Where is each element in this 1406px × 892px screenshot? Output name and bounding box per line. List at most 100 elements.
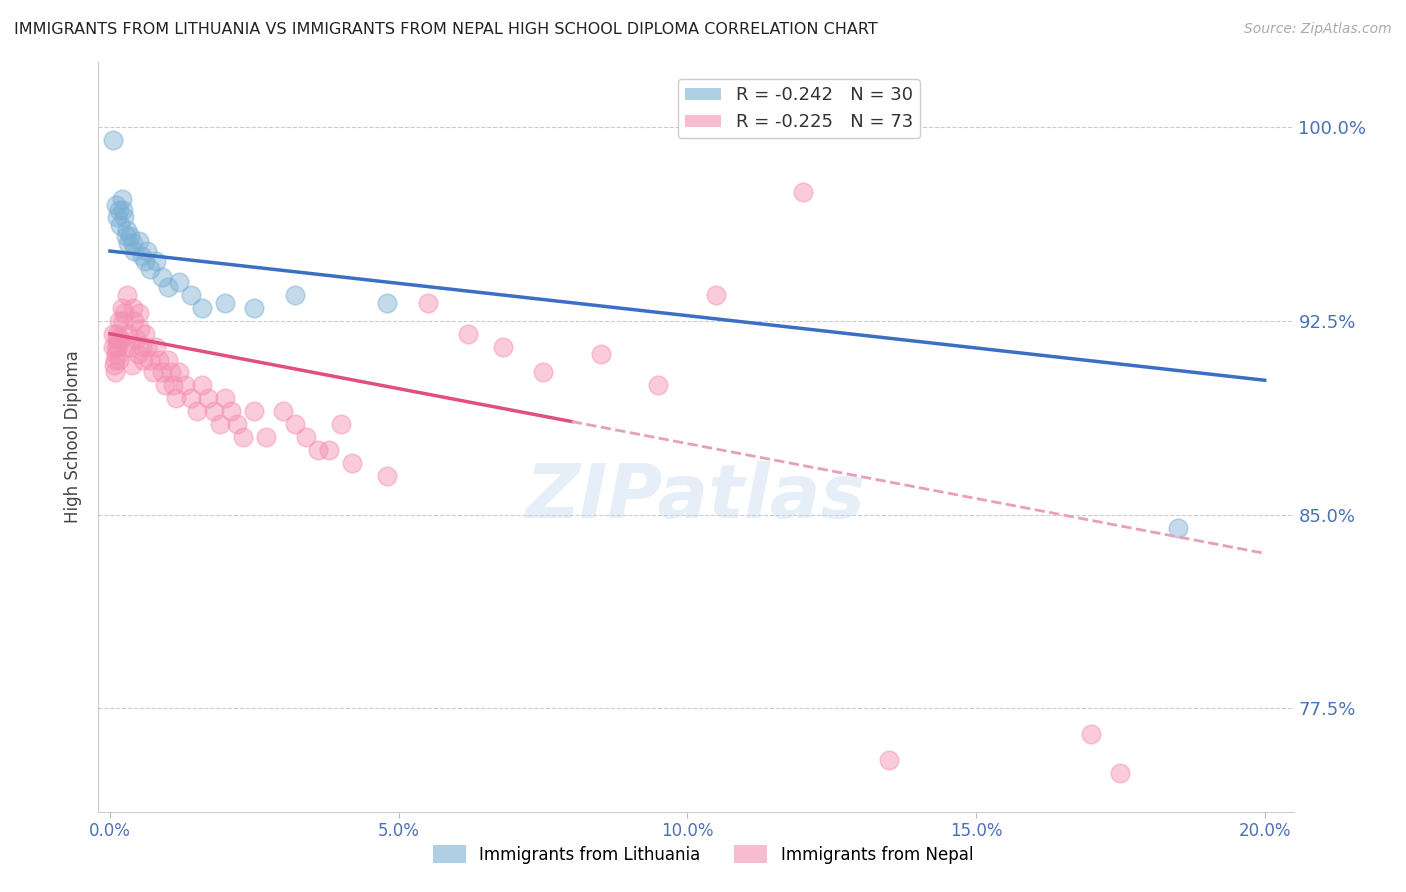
Point [112,211,135,225]
Point [107,332,129,346]
Point [589,347,612,361]
Point [284,417,307,432]
Point [122,314,145,328]
Point [1080,727,1102,741]
Point [101,340,124,354]
Point [174,378,197,392]
Point [142,366,165,380]
Point [295,430,318,444]
Point [122,244,145,258]
Point [208,417,231,432]
Point [134,326,156,341]
Point [329,417,352,432]
Point [117,236,139,251]
Point [121,358,143,372]
Point [191,301,214,315]
Point [117,223,139,237]
Point [110,218,132,232]
Point [167,275,190,289]
Point [214,392,236,406]
Point [122,301,145,315]
Point [232,430,254,444]
Point [104,366,127,380]
Point [120,228,142,243]
Point [110,301,132,315]
Point [103,326,125,341]
Point [107,352,129,367]
Point [243,301,266,315]
Y-axis label: High School Diploma: High School Diploma [65,351,83,524]
Point [117,326,139,341]
Point [375,468,398,483]
Point [307,442,329,457]
Point [375,295,398,310]
Point [284,288,307,302]
Point [162,378,184,392]
Point [129,321,152,335]
Point [342,456,364,470]
Point [792,185,814,199]
Point [180,288,202,302]
Point [136,340,159,354]
Point [107,202,129,217]
Point [127,347,149,361]
Point [704,288,727,302]
Point [139,262,162,277]
Point [131,249,153,263]
Point [134,254,156,268]
Point [111,314,134,328]
Point [117,288,139,302]
Point [156,280,179,294]
Point [219,404,242,418]
Point [214,295,236,310]
Point [153,378,176,392]
Point [167,366,190,380]
Point [416,295,439,310]
Point [111,202,134,217]
Point [136,244,159,258]
Point [115,340,138,354]
Point [150,366,173,380]
Legend: R = -0.242   N = 30, R = -0.225   N = 73: R = -0.242 N = 30, R = -0.225 N = 73 [678,79,920,138]
Point [112,306,135,320]
Point [156,352,179,367]
Point [150,269,173,284]
Point [105,340,128,354]
Point [879,753,901,767]
Point [128,306,150,320]
Point [145,254,167,268]
Point [457,326,479,341]
Point [531,366,554,380]
Point [110,332,132,346]
Text: IMMIGRANTS FROM LITHUANIA VS IMMIGRANTS FROM NEPAL HIGH SCHOOL DIPLOMA CORRELATI: IMMIGRANTS FROM LITHUANIA VS IMMIGRANTS … [14,22,877,37]
Point [1109,766,1132,780]
Point [107,340,129,354]
Point [197,392,219,406]
Point [105,326,128,341]
Point [202,404,225,418]
Point [110,193,132,207]
Point [254,430,277,444]
Point [139,352,162,367]
Point [271,404,294,418]
Point [104,197,127,211]
Point [103,352,125,367]
Point [318,442,340,457]
Point [105,211,128,225]
Point [101,133,124,147]
Point [180,392,202,406]
Point [186,404,208,418]
Point [191,378,214,392]
Legend: Immigrants from Lithuania, Immigrants from Nepal: Immigrants from Lithuania, Immigrants fr… [426,838,980,871]
Point [148,352,170,367]
Point [122,236,145,251]
Point [120,340,142,354]
Point [491,340,513,354]
Point [128,234,150,248]
Point [165,392,187,406]
Point [132,352,155,367]
Point [159,366,181,380]
Point [108,314,131,328]
Text: Source: ZipAtlas.com: Source: ZipAtlas.com [1244,22,1392,37]
Point [647,378,669,392]
